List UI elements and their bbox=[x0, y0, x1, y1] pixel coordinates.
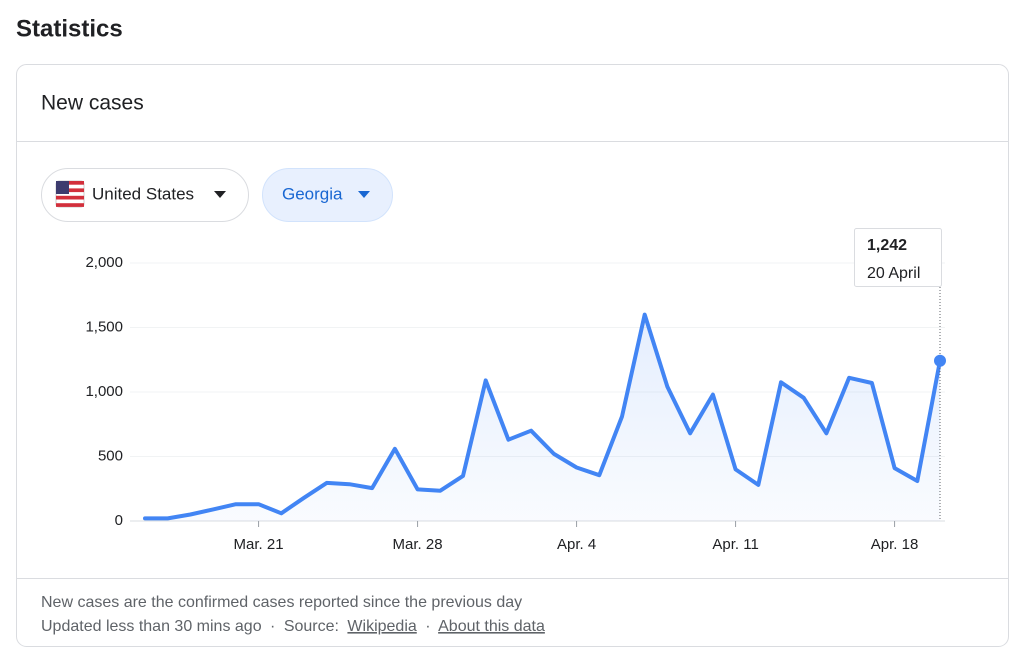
dropdown-arrow bbox=[214, 191, 226, 198]
region-chip[interactable]: Georgia bbox=[262, 168, 393, 222]
card-title: New cases bbox=[41, 92, 144, 115]
source-label: Source: bbox=[284, 618, 339, 635]
plot: 0 500 1,000 1,500 2,000 Mar. 21 Mar. 28 Apr. 4 A… bbox=[85, 228, 946, 553]
chip-label: Georgia bbox=[282, 184, 343, 203]
y-tick-label: 2,000 bbox=[85, 254, 123, 271]
tooltip-value: 1,242 bbox=[867, 237, 907, 254]
flag-icon bbox=[55, 180, 85, 208]
x-tick-label: Apr. 18 bbox=[871, 536, 919, 553]
tooltip bbox=[854, 228, 942, 287]
page-title: Statistics bbox=[16, 15, 123, 42]
x-tick-label: Apr. 11 bbox=[712, 536, 758, 553]
country-chip[interactable]: United States bbox=[41, 168, 249, 222]
footer-line: Updated less than 30 mins ago · Source: … bbox=[41, 618, 545, 635]
updated: Updated less than 30 mins ago bbox=[41, 618, 262, 635]
y-tick-label: 1,500 bbox=[85, 318, 123, 335]
chip-bg bbox=[41, 168, 249, 222]
dropdown-arrow bbox=[358, 191, 370, 198]
separator: · bbox=[270, 618, 275, 635]
area bbox=[145, 314, 940, 521]
y-tick-label: 500 bbox=[98, 447, 123, 464]
y-tick-label: 0 bbox=[115, 512, 123, 529]
x-tick-label: Mar. 21 bbox=[234, 536, 284, 553]
x-tick-label: Apr. 4 bbox=[557, 536, 596, 553]
chip-label: United States bbox=[92, 184, 194, 203]
footer-note: New cases are the confirmed cases report… bbox=[41, 594, 522, 611]
line bbox=[143, 312, 942, 521]
about-link[interactable]: About this data bbox=[438, 618, 545, 635]
tooltip-date: 20 April bbox=[867, 265, 920, 282]
card bbox=[16, 64, 1009, 647]
separator: · bbox=[425, 618, 430, 635]
y-tick-label: 1,000 bbox=[85, 383, 123, 400]
hover-dot bbox=[934, 354, 946, 367]
source-link[interactable]: Wikipedia bbox=[347, 618, 416, 635]
x-tick-label: Mar. 28 bbox=[393, 536, 443, 553]
chip-bg bbox=[262, 168, 393, 222]
